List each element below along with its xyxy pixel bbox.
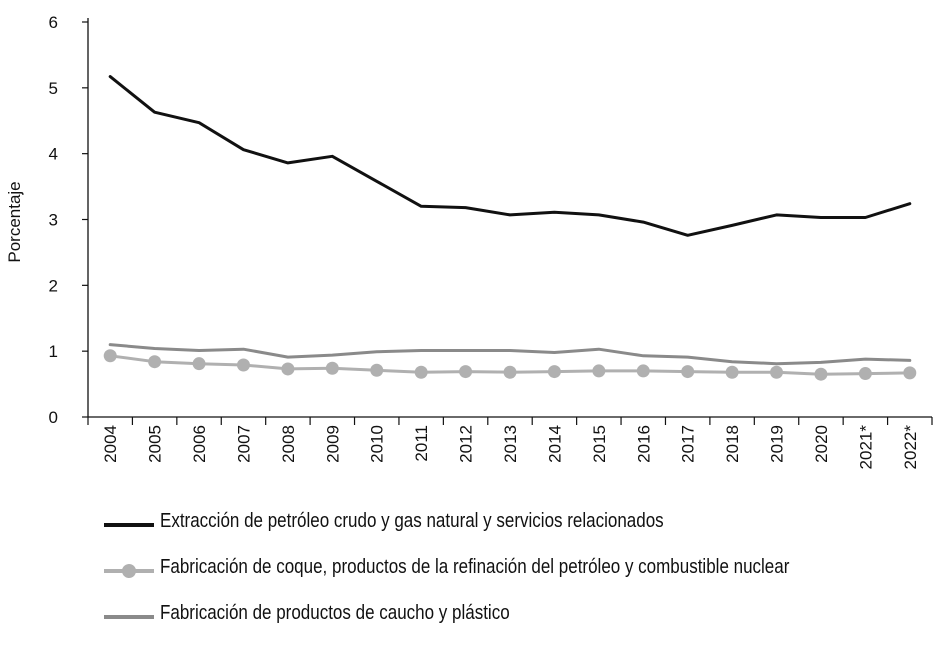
x-tick-label: 2012 bbox=[457, 425, 476, 463]
data-point-1-14 bbox=[725, 365, 739, 379]
data-point-1-2 bbox=[192, 357, 206, 371]
data-point-1-13 bbox=[681, 365, 695, 379]
x-tick-label: 2019 bbox=[768, 425, 787, 463]
data-point-1-16 bbox=[814, 367, 828, 381]
legend-swatch-caucho bbox=[104, 615, 154, 619]
series-group bbox=[103, 75, 917, 381]
x-tick-label: 2017 bbox=[679, 425, 698, 463]
x-tick-label: 2015 bbox=[590, 425, 609, 463]
legend-label-coque: Fabricación de coque, productos de la re… bbox=[160, 556, 790, 578]
x-tick-label: 2020 bbox=[812, 425, 831, 463]
x-ticks: 2004 2005 2006 2007 2008 2009 2010 2011 2012 2013… bbox=[87, 417, 933, 470]
data-point-1-1 bbox=[148, 355, 162, 369]
x-tick-label: 2009 bbox=[323, 425, 342, 463]
series-line-2 bbox=[108, 343, 912, 366]
y-tick-label: 6 bbox=[49, 13, 58, 32]
x-tick-label: 2014 bbox=[545, 425, 564, 463]
x-tick-label: 2004 bbox=[101, 425, 120, 463]
y-ticks: 0 1 2 3 4 5 6 bbox=[49, 13, 88, 427]
y-tick-label: 4 bbox=[49, 145, 58, 164]
legend-label-caucho: Fabricación de productos de caucho y plá… bbox=[160, 602, 510, 624]
legend-item-caucho: Fabricación de productos de caucho y plá… bbox=[104, 600, 934, 646]
data-point-1-5 bbox=[325, 361, 339, 375]
x-tick-label: 2008 bbox=[279, 425, 298, 463]
x-tick-label: 2007 bbox=[234, 425, 253, 463]
legend-marker-coque bbox=[122, 564, 136, 578]
data-point-1-4 bbox=[281, 362, 295, 376]
x-tick-label: 2010 bbox=[368, 425, 387, 463]
data-point-1-15 bbox=[770, 365, 784, 379]
data-point-1-12 bbox=[636, 364, 650, 378]
y-tick-label: 5 bbox=[49, 79, 58, 98]
legend-label-extraccion: Extracción de petróleo crudo y gas natur… bbox=[160, 510, 664, 532]
series-line-0 bbox=[108, 75, 912, 237]
x-tick-label: 2006 bbox=[190, 425, 209, 463]
x-tick-label: 2013 bbox=[501, 425, 520, 463]
y-tick-label: 2 bbox=[49, 276, 58, 295]
y-tick-label: 0 bbox=[49, 408, 58, 427]
legend: Extracción de petróleo crudo y gas natur… bbox=[104, 508, 934, 646]
data-point-1-10 bbox=[547, 365, 561, 379]
data-point-1-0 bbox=[103, 349, 117, 363]
x-tick-label: 2022* bbox=[901, 425, 920, 470]
data-point-1-17 bbox=[858, 367, 872, 381]
data-point-1-7 bbox=[414, 365, 428, 379]
y-tick-label: 1 bbox=[49, 342, 58, 361]
data-point-1-11 bbox=[592, 364, 606, 378]
y-axis-label: Porcentaje bbox=[5, 181, 24, 262]
x-tick-label: 2018 bbox=[723, 425, 742, 463]
x-tick-label: 2021* bbox=[856, 425, 875, 470]
legend-item-coque: Fabricación de coque, productos de la re… bbox=[104, 554, 934, 600]
x-tick-label: 2005 bbox=[146, 425, 165, 463]
x-tick-label: 2016 bbox=[634, 425, 653, 463]
y-tick-label: 3 bbox=[49, 211, 58, 230]
data-point-1-8 bbox=[459, 365, 473, 379]
x-tick-label: 2011 bbox=[412, 425, 431, 462]
legend-item-extraccion: Extracción de petróleo crudo y gas natur… bbox=[104, 508, 934, 554]
legend-swatch-extraccion bbox=[104, 523, 154, 527]
data-point-1-6 bbox=[370, 363, 384, 377]
data-point-1-9 bbox=[503, 365, 517, 379]
data-point-1-18 bbox=[903, 366, 917, 380]
axes bbox=[87, 18, 932, 418]
data-point-1-3 bbox=[236, 358, 250, 372]
